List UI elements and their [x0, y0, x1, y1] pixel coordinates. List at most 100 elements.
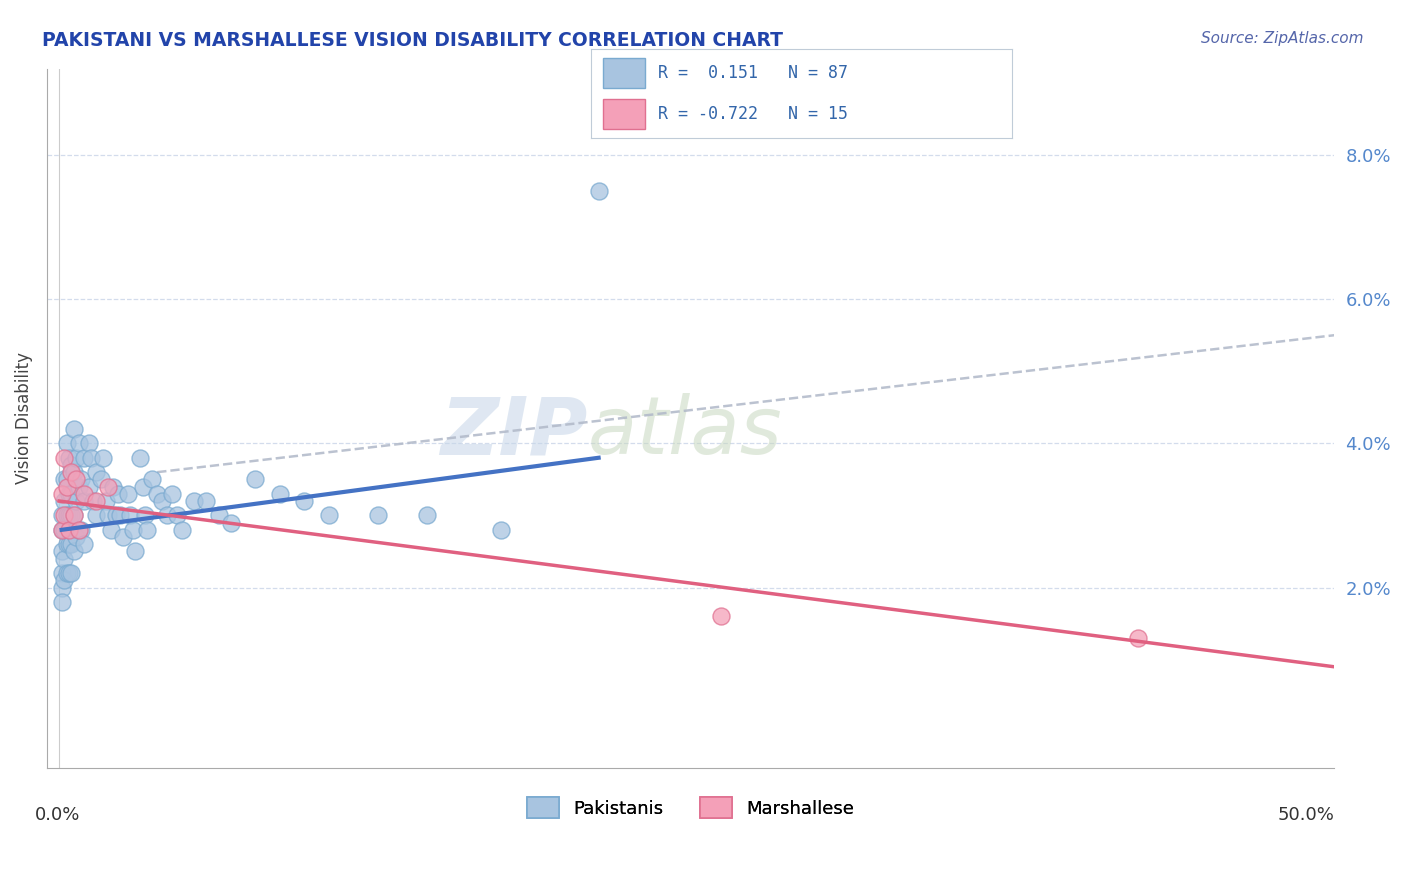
- Point: [73, 450, 96, 465]
- Point: [82, 494, 104, 508]
- Legend: Pakistanis, Marshallese: Pakistanis, Marshallese: [527, 797, 855, 818]
- Point: [170, 523, 193, 537]
- Text: 0.0%: 0.0%: [35, 806, 80, 824]
- Point: [292, 494, 315, 508]
- Point: [65, 494, 87, 508]
- Text: 50.0%: 50.0%: [1278, 806, 1334, 824]
- Point: [160, 487, 183, 501]
- Point: [150, 494, 173, 508]
- Point: [141, 472, 163, 486]
- Point: [111, 530, 134, 544]
- Point: [63, 465, 86, 479]
- Point: [55, 436, 77, 450]
- Point: [70, 472, 93, 486]
- Point: [55, 472, 77, 486]
- Point: [55, 566, 77, 580]
- Point: [65, 472, 87, 486]
- Point: [97, 508, 120, 523]
- Point: [60, 465, 83, 479]
- Point: [73, 494, 96, 508]
- Point: [53, 450, 76, 465]
- FancyBboxPatch shape: [603, 99, 645, 129]
- Point: [84, 494, 107, 508]
- Point: [55, 480, 77, 494]
- Point: [67, 523, 90, 537]
- Point: [156, 508, 179, 523]
- Point: [117, 487, 139, 501]
- Point: [90, 472, 112, 486]
- Point: [65, 450, 87, 465]
- Point: [318, 508, 340, 523]
- Point: [60, 458, 83, 472]
- Text: ZIP: ZIP: [440, 393, 588, 471]
- Point: [53, 472, 76, 486]
- Point: [51, 487, 73, 501]
- Point: [77, 436, 100, 450]
- Point: [588, 184, 610, 198]
- Point: [55, 508, 77, 523]
- Point: [207, 508, 229, 523]
- Point: [63, 422, 86, 436]
- Point: [710, 609, 733, 624]
- Point: [67, 523, 90, 537]
- Point: [60, 566, 83, 580]
- Point: [146, 487, 169, 501]
- Point: [129, 450, 152, 465]
- FancyBboxPatch shape: [603, 58, 645, 88]
- Point: [489, 523, 512, 537]
- Point: [51, 508, 73, 523]
- Point: [53, 523, 76, 537]
- Point: [63, 508, 86, 523]
- Point: [131, 480, 153, 494]
- Point: [60, 508, 83, 523]
- Point: [91, 450, 114, 465]
- Point: [1126, 631, 1149, 645]
- Point: [80, 450, 103, 465]
- Point: [73, 487, 96, 501]
- Point: [65, 530, 87, 544]
- Point: [110, 508, 132, 523]
- Point: [51, 581, 73, 595]
- Point: [67, 480, 90, 494]
- Text: PAKISTANI VS MARSHALLESE VISION DISABILITY CORRELATION CHART: PAKISTANI VS MARSHALLESE VISION DISABILI…: [42, 31, 783, 50]
- Point: [53, 508, 76, 523]
- Point: [60, 537, 83, 551]
- Text: atlas: atlas: [588, 393, 782, 471]
- Point: [60, 487, 83, 501]
- Point: [107, 487, 129, 501]
- Point: [367, 508, 389, 523]
- Point: [51, 566, 73, 580]
- Y-axis label: Vision Disability: Vision Disability: [15, 352, 32, 484]
- Point: [51, 544, 73, 558]
- Point: [63, 544, 86, 558]
- Point: [136, 523, 159, 537]
- Point: [245, 472, 267, 486]
- Point: [53, 551, 76, 566]
- Point: [73, 537, 96, 551]
- Point: [58, 537, 80, 551]
- Point: [84, 508, 107, 523]
- Point: [67, 436, 90, 450]
- Point: [84, 465, 107, 479]
- Text: R =  0.151   N = 87: R = 0.151 N = 87: [658, 64, 848, 82]
- Point: [166, 508, 188, 523]
- Point: [51, 595, 73, 609]
- Text: Source: ZipAtlas.com: Source: ZipAtlas.com: [1201, 31, 1364, 46]
- Point: [94, 494, 117, 508]
- Point: [195, 494, 218, 508]
- Point: [51, 523, 73, 537]
- Point: [100, 523, 122, 537]
- Point: [121, 523, 143, 537]
- Point: [120, 508, 142, 523]
- Point: [124, 544, 146, 558]
- Point: [58, 450, 80, 465]
- Point: [58, 566, 80, 580]
- Point: [58, 523, 80, 537]
- Point: [58, 487, 80, 501]
- Point: [101, 480, 124, 494]
- Point: [97, 480, 120, 494]
- Point: [51, 523, 73, 537]
- Point: [219, 516, 242, 530]
- Point: [183, 494, 205, 508]
- Point: [63, 508, 86, 523]
